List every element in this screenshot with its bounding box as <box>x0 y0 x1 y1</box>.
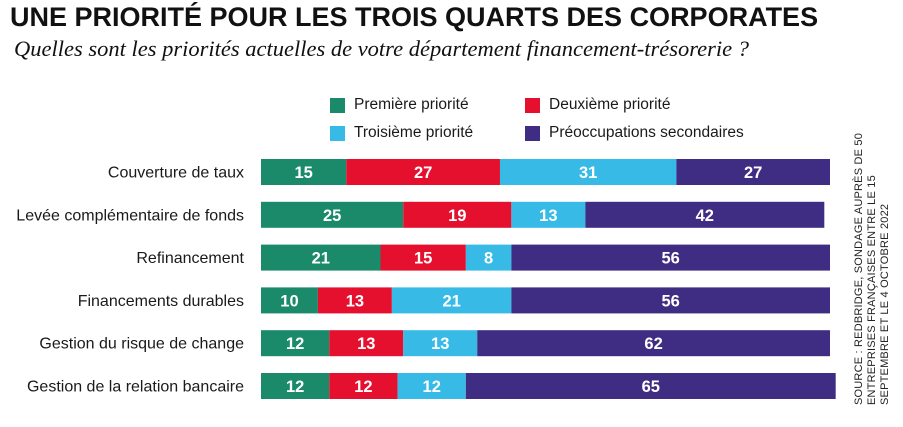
bar-segment-preoccupations-secondaires <box>585 201 825 228</box>
legend-item-troisieme-priorite: Troisième priorité <box>330 123 473 143</box>
bar-segment-deuxieme-priorite <box>329 330 404 357</box>
bar-segment-troisieme-priorite <box>397 373 466 399</box>
legend-label: Troisième priorité <box>354 124 474 141</box>
bar-segment-deuxieme-priorite <box>317 287 392 314</box>
data-label: 13 <box>539 207 557 225</box>
bar-segment-deuxieme-priorite <box>329 373 398 399</box>
bar-segment-preoccupations-secondaires <box>676 159 830 185</box>
bar-segment-premiere-priorite <box>261 373 330 399</box>
bar-segment-premiere-priorite <box>261 244 381 271</box>
category-label: Levée complémentaire de fonds <box>16 207 244 224</box>
bar-row-couverture-de-taux: Couverture de taux 15 27 31 27 <box>108 159 830 185</box>
legend-swatch <box>330 125 345 141</box>
legend-label: Préoccupations secondaires <box>549 124 744 141</box>
bar-segment-troisieme-priorite <box>391 287 512 314</box>
data-label: 65 <box>642 378 660 396</box>
data-label: 12 <box>286 335 304 353</box>
category-label: Couverture de taux <box>108 165 244 182</box>
data-label: 31 <box>579 164 597 182</box>
data-label: 21 <box>312 250 330 268</box>
chart-title: UNE PRIORITÉ POUR LES TROIS QUARTS DES C… <box>10 2 819 32</box>
bar-row-levee-complementaire-de-fonds: Levée complémentaire de fonds 25 19 13 42 <box>16 201 825 228</box>
data-label: 12 <box>423 378 441 396</box>
legend-item-deuxieme-priorite: Deuxième priorité <box>525 95 670 115</box>
bar-segment-preoccupations-secondaires <box>465 373 836 399</box>
bar-row-gestion-du-risque-de-change: Gestion du risque de change 12 13 13 62 <box>39 330 830 357</box>
data-label: 15 <box>414 250 432 268</box>
data-label: 19 <box>448 207 466 225</box>
legend-item-premiere-priorite: Première priorité <box>330 95 469 115</box>
legend-label: Deuxième priorité <box>549 96 671 113</box>
bar-segment-preoccupations-secondaires <box>511 244 830 271</box>
bar-segment-premiere-priorite <box>261 287 318 314</box>
category-label: Gestion du risque de change <box>39 336 244 353</box>
bar-segment-troisieme-priorite <box>465 244 512 271</box>
chart-subtitle: Quelles sont les priorités actuelles de … <box>14 36 750 61</box>
category-label: Financements durables <box>78 293 244 310</box>
bar-row-refinancement: Refinancement 21 15 8 56 <box>136 244 830 271</box>
data-label: 56 <box>662 292 680 310</box>
bar-segment-premiere-priorite <box>261 330 330 357</box>
legend-swatch <box>525 125 540 141</box>
legend-swatch <box>330 97 345 113</box>
source-note: SOURCE : REDBRIDGE, SONDAGE AUPRÈS DE 50… <box>853 132 891 405</box>
bar-segment-preoccupations-secondaires <box>511 287 830 314</box>
data-label: 62 <box>644 335 662 353</box>
data-label: 13 <box>431 335 449 353</box>
bar-segment-preoccupations-secondaires <box>477 330 830 357</box>
data-label: 27 <box>414 164 432 182</box>
data-label: 13 <box>346 292 364 310</box>
bar-row-financements-durables: Financements durables 10 13 21 56 <box>78 287 830 314</box>
bar-segment-troisieme-priorite <box>403 330 478 357</box>
data-label: 12 <box>286 378 304 396</box>
data-label: 25 <box>323 207 341 225</box>
data-label: 42 <box>696 207 714 225</box>
legend-swatch <box>525 97 540 113</box>
data-label: 27 <box>744 164 762 182</box>
bar-segment-deuxieme-priorite <box>346 159 500 185</box>
bar-segment-troisieme-priorite <box>511 201 586 228</box>
bar-segment-premiere-priorite <box>261 159 347 185</box>
category-label: Refinancement <box>136 250 244 267</box>
data-label: 21 <box>442 292 460 310</box>
data-label: 12 <box>354 378 372 396</box>
bar-row-gestion-de-la-relation-bancaire: Gestion de la relation bancaire 12 12 12 65 <box>27 373 836 399</box>
data-label: 13 <box>357 335 375 353</box>
data-label: 15 <box>295 164 313 182</box>
category-label: Gestion de la relation bancaire <box>27 379 244 396</box>
data-label: 56 <box>662 250 680 268</box>
data-label: 10 <box>280 292 298 310</box>
legend-label: Première priorité <box>354 96 469 113</box>
bar-segment-premiere-priorite <box>261 201 404 228</box>
legend-item-preoccupations-secondaires: Préoccupations secondaires <box>525 123 744 143</box>
bar-segment-deuxieme-priorite <box>380 244 466 271</box>
bar-segment-deuxieme-priorite <box>403 201 512 228</box>
bar-segment-troisieme-priorite <box>499 159 677 185</box>
data-label: 8 <box>484 250 493 268</box>
